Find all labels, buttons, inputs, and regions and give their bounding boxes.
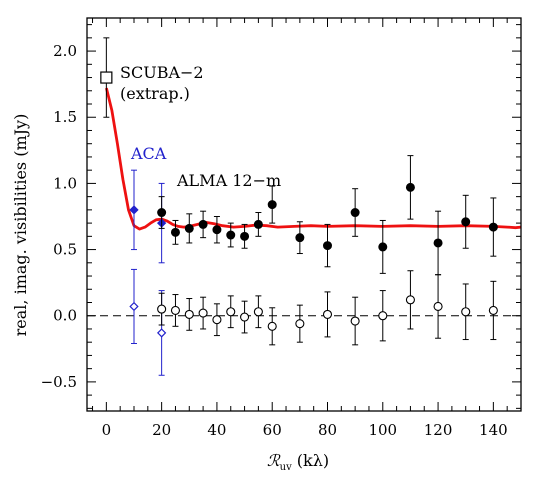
filled-circle-marker — [461, 217, 471, 227]
aca-label: ACA — [130, 144, 167, 163]
y-tick-label: 2.0 — [53, 42, 77, 60]
plot-frame — [86, 17, 522, 412]
x-axis-subscript: uv — [280, 462, 292, 473]
filled-circle-marker — [378, 242, 388, 252]
data-points-layer — [100, 37, 498, 376]
filled-circle-marker — [240, 231, 250, 241]
open-circle-marker — [322, 309, 333, 319]
filled-circle-marker — [212, 225, 222, 235]
diamond-marker — [129, 205, 139, 215]
open-circle-marker — [350, 316, 360, 326]
open-circle-marker — [212, 315, 222, 325]
y-tick-label: 0.5 — [53, 241, 77, 259]
filled-circle-marker — [322, 241, 332, 251]
diamond-marker — [129, 301, 139, 312]
open-circle-marker — [488, 305, 498, 315]
open-circle-marker — [253, 307, 263, 317]
filled-circle-marker — [157, 208, 167, 218]
x-tick-label: 120 — [424, 421, 453, 439]
x-tick-label: 0 — [102, 421, 112, 439]
filled-circle-marker — [433, 238, 443, 248]
x-tick-label: 140 — [479, 421, 508, 439]
filled-circle-marker — [295, 233, 305, 243]
filled-circle-marker — [226, 230, 236, 240]
scuba2-extrap-label: (extrap.) — [120, 84, 190, 103]
axis-ticks — [87, 18, 522, 411]
open-circle-marker — [378, 311, 388, 321]
filled-circle-marker — [170, 227, 180, 237]
open-circle-marker — [240, 312, 250, 322]
x-axis-unit: (kλ) — [292, 451, 329, 470]
scuba2-label: SCUBA−2 — [120, 63, 204, 82]
open-circle-marker — [267, 321, 277, 331]
open-circle-marker — [405, 295, 415, 305]
x-tick-label: 80 — [318, 421, 337, 439]
alma-12m-label: ALMA 12−m — [176, 171, 281, 190]
filled-circle-marker — [198, 219, 208, 229]
tick-labels: 0 20 40 60 80 100 120 140 −0.5 0.0 0.5 1.0 1.5 2.0 — [41, 42, 508, 439]
filled-circle-marker — [253, 219, 263, 229]
open-circle-marker — [184, 309, 194, 319]
open-circle-marker — [170, 305, 181, 315]
square-marker — [100, 71, 113, 84]
open-circle-marker — [198, 308, 208, 318]
x-tick-label: 100 — [368, 421, 397, 439]
x-axis-symbol: ℛ — [267, 451, 281, 470]
open-circle-marker — [157, 304, 167, 314]
x-tick-label: 40 — [207, 421, 226, 439]
x-axis-label: ℛuv (kλ) — [267, 451, 329, 473]
y-tick-label: 1.0 — [53, 174, 77, 192]
model-curve-layer — [105, 87, 522, 231]
x-tick-label: 60 — [263, 421, 282, 439]
filled-circle-marker — [267, 200, 277, 210]
open-circle-marker — [295, 319, 305, 329]
open-circle-marker — [226, 307, 236, 317]
filled-circle-marker — [184, 223, 194, 233]
diamond-marker — [156, 328, 167, 338]
y-tick-label: −0.5 — [41, 373, 77, 391]
open-circle-marker — [461, 307, 471, 317]
model-curve — [105, 87, 522, 231]
open-circle-marker — [433, 301, 443, 312]
filled-circle-marker — [350, 208, 360, 218]
filled-circle-marker — [405, 182, 415, 192]
y-tick-label: 1.5 — [53, 108, 77, 126]
y-axis-label: real, imag. visibilities (mJy) — [11, 114, 30, 337]
x-tick-label: 20 — [152, 421, 171, 439]
y-tick-label: 0.0 — [53, 307, 77, 325]
filled-circle-marker — [488, 222, 498, 232]
